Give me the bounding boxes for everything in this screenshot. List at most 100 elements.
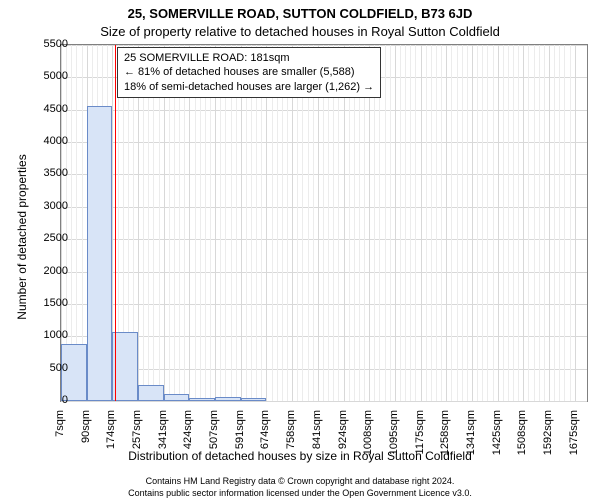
gridline-v-minor xyxy=(410,45,411,401)
histogram-bar xyxy=(112,332,138,401)
marker-line xyxy=(115,45,116,401)
gridline-v-minor xyxy=(513,45,514,401)
y-axis-label: Number of detached properties xyxy=(15,87,29,387)
x-tick-label: 841sqm xyxy=(311,410,323,470)
gridline-v-minor xyxy=(148,45,149,401)
gridline-v-minor xyxy=(159,45,160,401)
y-tick-label: 1500 xyxy=(28,297,68,309)
gridline-v-minor xyxy=(493,45,494,401)
gridline-v-minor xyxy=(205,45,206,401)
y-tick-label: 5000 xyxy=(28,70,68,82)
gridline-v xyxy=(395,45,396,401)
y-tick-label: 500 xyxy=(28,362,68,374)
gridline-v-minor xyxy=(200,45,201,401)
x-tick-label: 1592sqm xyxy=(542,410,554,470)
gridline-v-minor xyxy=(153,45,154,401)
gridline-v-minor xyxy=(441,45,442,401)
gridline-v-minor xyxy=(251,45,252,401)
gridline-v xyxy=(189,45,190,401)
gridline-v xyxy=(421,45,422,401)
y-tick-label: 2500 xyxy=(28,232,68,244)
gridline-v-minor xyxy=(564,45,565,401)
x-tick-label: 174sqm xyxy=(105,410,117,470)
gridline-v-minor xyxy=(308,45,309,401)
annotation-line3: 18% of semi-detached houses are larger (… xyxy=(124,80,374,94)
plot-area: 25 SOMERVILLE ROAD: 181sqm← 81% of detac… xyxy=(60,44,588,402)
gridline-v-minor xyxy=(359,45,360,401)
gridline-v-minor xyxy=(246,45,247,401)
y-tick-label: 5500 xyxy=(28,38,68,50)
gridline-v-minor xyxy=(210,45,211,401)
gridline-v-minor xyxy=(354,45,355,401)
gridline-v xyxy=(266,45,267,401)
gridline-v-minor xyxy=(323,45,324,401)
gridline-v xyxy=(549,45,550,401)
annotation-line1: 25 SOMERVILLE ROAD: 181sqm xyxy=(124,51,374,65)
x-tick-label: 257sqm xyxy=(131,410,143,470)
gridline-v-minor xyxy=(236,45,237,401)
y-tick-label: 0 xyxy=(28,394,68,406)
x-tick-label: 1675sqm xyxy=(568,410,580,470)
gridline-v-minor xyxy=(426,45,427,401)
gridline-v-minor xyxy=(282,45,283,401)
annotation-box: 25 SOMERVILLE ROAD: 181sqm← 81% of detac… xyxy=(117,47,381,98)
gridline-v xyxy=(446,45,447,401)
gridline-v-minor xyxy=(231,45,232,401)
gridline-v-minor xyxy=(338,45,339,401)
gridline-v xyxy=(575,45,576,401)
x-tick-label: 674sqm xyxy=(259,410,271,470)
gridline-v-minor xyxy=(570,45,571,401)
gridline-v xyxy=(344,45,345,401)
gridline-v-minor xyxy=(184,45,185,401)
x-tick-label: 1258sqm xyxy=(439,410,451,470)
gridline-v-minor xyxy=(374,45,375,401)
page-title-line2: Size of property relative to detached ho… xyxy=(0,24,600,39)
histogram-bar xyxy=(138,385,164,401)
x-tick-label: 507sqm xyxy=(208,410,220,470)
gridline-v-minor xyxy=(287,45,288,401)
gridline-v-minor xyxy=(528,45,529,401)
gridline-v-minor xyxy=(179,45,180,401)
gridline-v-minor xyxy=(405,45,406,401)
gridline-v-minor xyxy=(518,45,519,401)
gridline-v xyxy=(241,45,242,401)
gridline-v-minor xyxy=(451,45,452,401)
x-tick-label: 341sqm xyxy=(157,410,169,470)
x-tick-label: 7sqm xyxy=(54,410,66,470)
y-tick-label: 3000 xyxy=(28,200,68,212)
gridline-v-minor xyxy=(328,45,329,401)
x-tick-label: 1095sqm xyxy=(388,410,400,470)
gridline-v xyxy=(498,45,499,401)
gridline-v-minor xyxy=(467,45,468,401)
y-tick-label: 3500 xyxy=(28,167,68,179)
gridline-v-minor xyxy=(349,45,350,401)
gridline-v-minor xyxy=(462,45,463,401)
gridline-v-minor xyxy=(220,45,221,401)
gridline-v-minor xyxy=(477,45,478,401)
gridline-v xyxy=(164,45,165,401)
gridline-v xyxy=(292,45,293,401)
x-tick-label: 758sqm xyxy=(285,410,297,470)
page-title-line1: 25, SOMERVILLE ROAD, SUTTON COLDFIELD, B… xyxy=(0,6,600,21)
gridline-v-minor xyxy=(544,45,545,401)
gridline-v-minor xyxy=(379,45,380,401)
gridline-v-minor xyxy=(195,45,196,401)
x-tick-label: 924sqm xyxy=(337,410,349,470)
histogram-bar xyxy=(189,398,215,401)
x-tick-label: 424sqm xyxy=(182,410,194,470)
gridline-v-minor xyxy=(261,45,262,401)
x-tick-label: 1425sqm xyxy=(491,410,503,470)
gridline-v-minor xyxy=(559,45,560,401)
gridline-v-minor xyxy=(256,45,257,401)
gridline-v-minor xyxy=(225,45,226,401)
gridline-v xyxy=(523,45,524,401)
y-tick-label: 1000 xyxy=(28,329,68,341)
gridline-v-minor xyxy=(169,45,170,401)
gridline-v-minor xyxy=(487,45,488,401)
histogram-bar xyxy=(164,394,190,401)
gridline-v xyxy=(215,45,216,401)
x-tick-label: 591sqm xyxy=(234,410,246,470)
gridline-v-minor xyxy=(457,45,458,401)
gridline-v-minor xyxy=(313,45,314,401)
footer-line1: Contains HM Land Registry data © Crown c… xyxy=(0,476,600,486)
